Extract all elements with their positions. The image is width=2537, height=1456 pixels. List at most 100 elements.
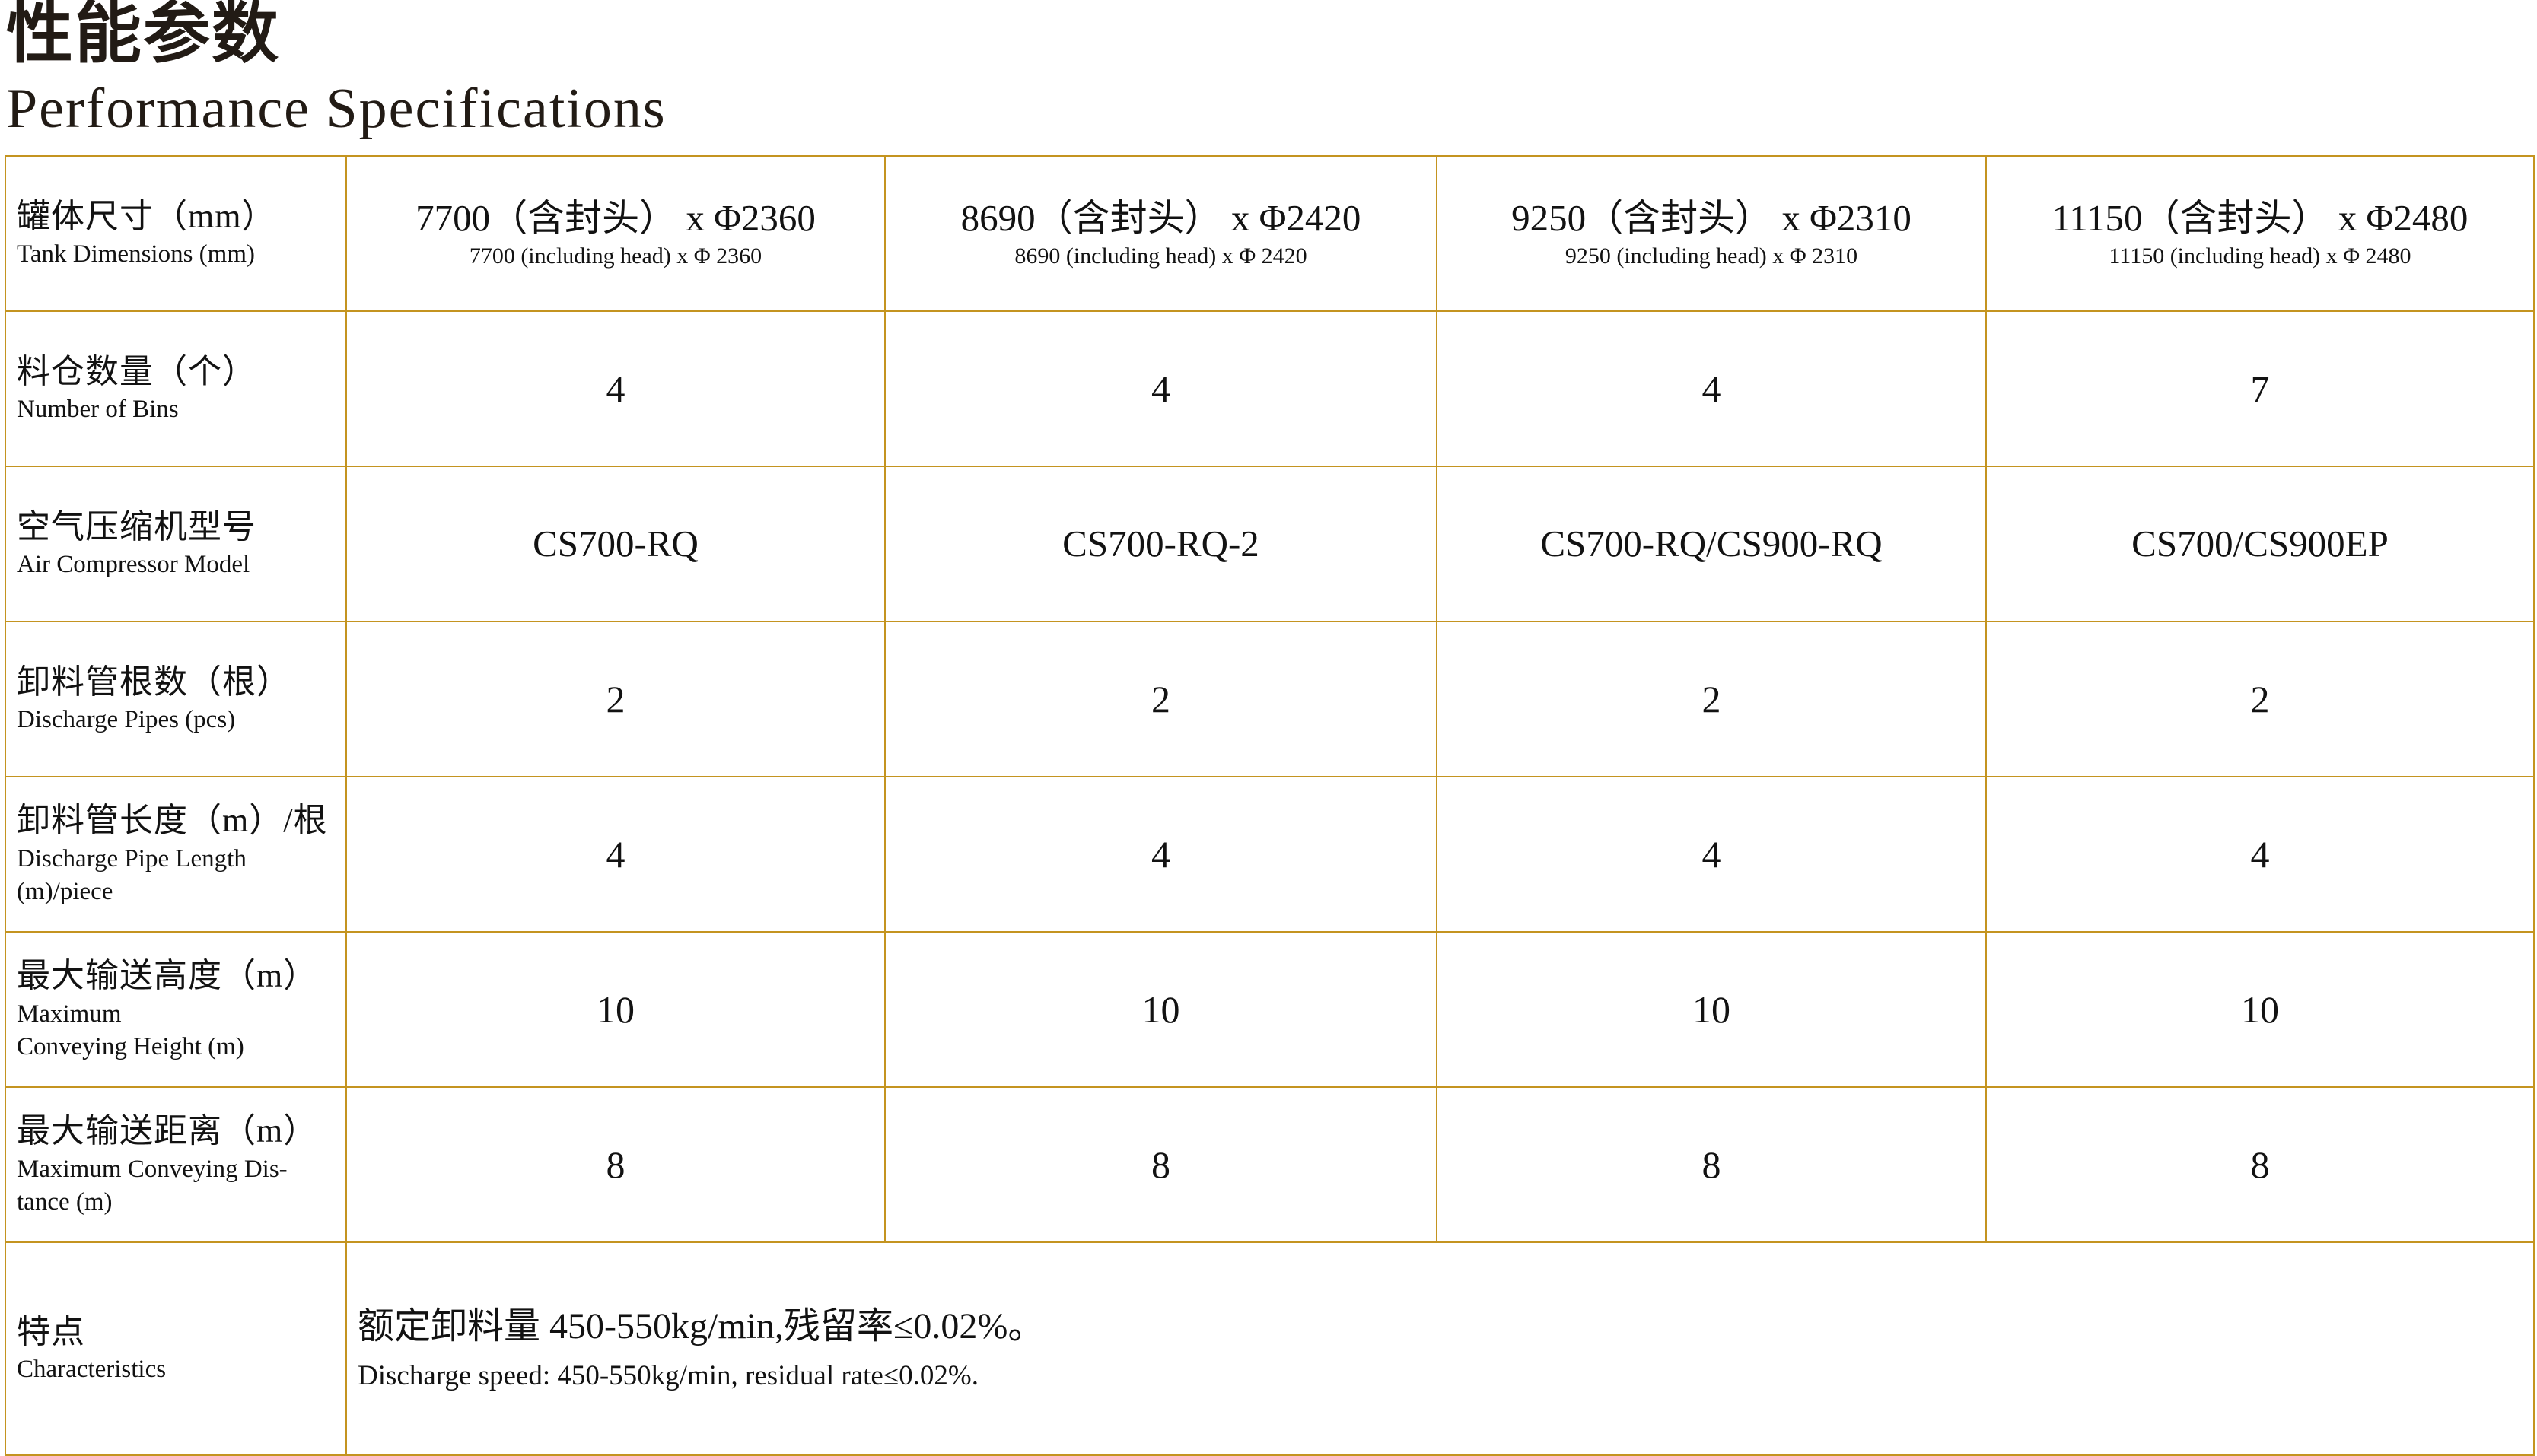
value-cell: 10: [345, 931, 886, 1088]
row-label-air-compressor-model: 空气压缩机型号 Air Compressor Model: [5, 466, 347, 622]
value-number: 4: [1701, 367, 1721, 410]
value-text: CS700-RQ-2: [1062, 522, 1259, 564]
value-cell: 7: [1985, 310, 2535, 467]
row-label-number-of-bins: 料仓数量（个） Number of Bins: [5, 310, 347, 467]
value-cell: 7700（含封头） x Φ2360 7700 (including head) …: [345, 155, 886, 312]
row-label-tank-dimensions: 罐体尺寸（mm） Tank Dimensions (mm): [5, 155, 347, 312]
row-label-en: Characteristics: [17, 1356, 167, 1384]
value-number: 2: [1701, 678, 1721, 720]
row-label-characteristics: 特点 Characteristics: [5, 1241, 347, 1456]
characteristics-value-cell: 额定卸料量 450-550kg/min,残留率≤0.02%。 Discharge…: [345, 1241, 2535, 1456]
row-label-zh: 料仓数量（个）: [17, 353, 256, 391]
value-number: 8: [2250, 1143, 2270, 1186]
value-number: 2: [1151, 678, 1170, 720]
value-cell: CS700-RQ-2: [884, 466, 1437, 622]
value-sub: 11150 (including head) x Φ 2480: [2109, 243, 2411, 269]
value-number: 2: [2250, 678, 2270, 720]
table-row-maximum-conveying-height: 最大输送高度（m） Maximum Conveying Height (m) 1…: [5, 931, 2535, 1088]
value-cell: 2: [884, 621, 1437, 777]
value-cell: 9250（含封头） x Φ2310 9250 (including head) …: [1436, 155, 1987, 312]
value-text: CS700/CS900EP: [2131, 522, 2389, 564]
value-cell: 10: [884, 931, 1437, 1088]
value-number: 10: [597, 988, 635, 1031]
value-cell: 8: [884, 1086, 1437, 1243]
value-number: 10: [1141, 988, 1180, 1031]
table-row-characteristics: 特点 Characteristics 额定卸料量 450-550kg/min,残…: [5, 1241, 2535, 1456]
row-label-zh: 卸料管根数（根）: [17, 663, 291, 701]
row-label-en: Tank Dimensions (mm): [17, 240, 255, 269]
table-row-discharge-pipes: 卸料管根数（根） Discharge Pipes (pcs) 2 2 2 2: [5, 621, 2535, 777]
value-cell: 4: [345, 776, 886, 933]
row-label-zh: 罐体尺寸（mm）: [17, 198, 276, 236]
value-cell: 11150（含封头） x Φ2480 11150 (including head…: [1985, 155, 2535, 312]
spec-table: 罐体尺寸（mm） Tank Dimensions (mm) 7700（含封头） …: [5, 155, 2535, 1456]
value-number: 4: [1151, 367, 1170, 410]
value-main: 9250（含封头） x Φ2310: [1511, 196, 1912, 239]
row-label-maximum-conveying-height: 最大输送高度（m） Maximum Conveying Height (m): [5, 931, 347, 1088]
row-label-zh: 卸料管长度（m）/根: [17, 802, 328, 840]
value-number: 2: [606, 678, 625, 720]
row-label-en: Maximum Conveying Height (m): [17, 1000, 244, 1061]
value-main: 11150（含封头） x Φ2480: [2052, 196, 2469, 239]
value-sub: 8690 (including head) x Φ 2420: [1014, 243, 1307, 269]
value-cell: CS700/CS900EP: [1985, 466, 2535, 622]
value-cell: 10: [1985, 931, 2535, 1088]
characteristics-main: 额定卸料量 450-550kg/min,残留率≤0.02%。: [358, 1306, 1045, 1346]
row-label-en: Air Compressor Model: [17, 551, 250, 579]
value-cell: 2: [345, 621, 886, 777]
value-number: 4: [1701, 833, 1721, 876]
row-label-zh: 空气压缩机型号: [17, 508, 256, 546]
table-row-number-of-bins: 料仓数量（个） Number of Bins 4 4 4 7: [5, 310, 2535, 467]
value-sub: 9250 (including head) x Φ 2310: [1565, 243, 1858, 269]
value-cell: 8: [345, 1086, 886, 1243]
value-main: 7700（含封头） x Φ2360: [415, 196, 816, 239]
row-label-zh: 最大输送距离（m）: [17, 1112, 318, 1150]
value-number: 10: [2241, 988, 2279, 1031]
value-number: 4: [2250, 833, 2270, 876]
page-header: 性能参数 Performance Specifications: [6, 0, 667, 137]
row-label-en: Number of Bins: [17, 396, 179, 424]
value-cell: 4: [345, 310, 886, 467]
row-label-en: Discharge Pipes (pcs): [17, 706, 236, 734]
value-cell: 4: [1436, 776, 1987, 933]
table-row-tank-dimensions: 罐体尺寸（mm） Tank Dimensions (mm) 7700（含封头） …: [5, 155, 2535, 312]
row-label-maximum-conveying-distance: 最大输送距离（m） Maximum Conveying Dis- tance (…: [5, 1086, 347, 1243]
value-cell: 10: [1436, 931, 1987, 1088]
value-cell: CS700-RQ/CS900-RQ: [1436, 466, 1987, 622]
row-label-en: Maximum Conveying Dis- tance (m): [17, 1155, 288, 1216]
value-main: 8690（含封头） x Φ2420: [960, 196, 1361, 239]
page-title: 性能参数: [6, 0, 281, 72]
table-row-air-compressor-model: 空气压缩机型号 Air Compressor Model CS700-RQ CS…: [5, 466, 2535, 622]
value-cell: 4: [1436, 310, 1987, 467]
value-text: CS700-RQ: [533, 522, 699, 564]
value-cell: 4: [884, 776, 1437, 933]
value-number: 10: [1692, 988, 1730, 1031]
value-number: 8: [606, 1143, 625, 1186]
value-sub: 7700 (including head) x Φ 2360: [469, 243, 762, 269]
value-text: CS700-RQ/CS900-RQ: [1540, 522, 1883, 564]
row-label-zh: 最大输送高度（m）: [17, 957, 318, 995]
table-row-maximum-conveying-distance: 最大输送距离（m） Maximum Conveying Dis- tance (…: [5, 1086, 2535, 1243]
value-cell: 2: [1436, 621, 1987, 777]
value-number: 4: [606, 367, 625, 410]
row-label-zh: 特点: [17, 1313, 85, 1351]
value-cell: 8: [1436, 1086, 1987, 1243]
value-cell: 8: [1985, 1086, 2535, 1243]
row-label-discharge-pipes: 卸料管根数（根） Discharge Pipes (pcs): [5, 621, 347, 777]
value-number: 8: [1701, 1143, 1721, 1186]
value-cell: 4: [884, 310, 1437, 467]
value-number: 8: [1151, 1143, 1170, 1186]
characteristics-sub: Discharge speed: 450-550kg/min, residual…: [358, 1359, 979, 1391]
value-cell: 8690（含封头） x Φ2420 8690 (including head) …: [884, 155, 1437, 312]
value-cell: 2: [1985, 621, 2535, 777]
page-subtitle: Performance Specifications: [6, 78, 667, 140]
performance-specifications-page: { "header": { "title_zh": "性能参数", "title…: [5, 0, 2535, 1456]
value-cell: 4: [1985, 776, 2535, 933]
value-number: 4: [606, 833, 625, 876]
row-label-discharge-pipe-length: 卸料管长度（m）/根 Discharge Pipe Length (m)/pie…: [5, 776, 347, 933]
table-row-discharge-pipe-length: 卸料管长度（m）/根 Discharge Pipe Length (m)/pie…: [5, 776, 2535, 933]
value-number: 7: [2250, 367, 2270, 410]
row-label-en: Discharge Pipe Length (m)/piece: [17, 844, 247, 906]
value-cell: CS700-RQ: [345, 466, 886, 622]
value-number: 4: [1151, 833, 1170, 876]
